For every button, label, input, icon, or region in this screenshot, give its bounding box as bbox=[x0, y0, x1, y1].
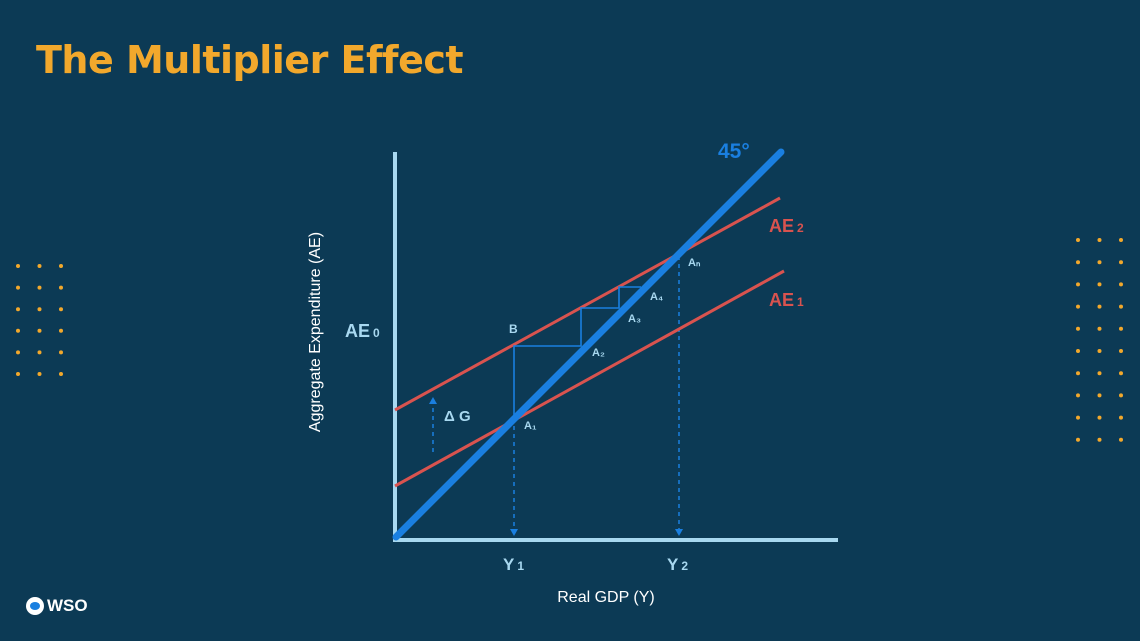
decorative-dot bbox=[1076, 304, 1080, 309]
decorative-dot bbox=[1097, 437, 1102, 442]
decorative-dot bbox=[37, 264, 42, 268]
decorative-dot bbox=[1076, 371, 1080, 376]
point-b-label: B bbox=[509, 322, 518, 336]
point-a4-label: A₄ bbox=[650, 291, 663, 303]
decorative-dot bbox=[16, 264, 20, 268]
decorative-dot bbox=[1119, 371, 1123, 376]
decorative-dot bbox=[1097, 326, 1102, 331]
decorative-dot bbox=[16, 350, 20, 355]
decorative-dot bbox=[1119, 304, 1123, 309]
decorative-dot bbox=[1119, 326, 1123, 331]
logo-text: WSO bbox=[47, 596, 88, 615]
decorative-dot bbox=[1076, 393, 1080, 398]
decorative-dot bbox=[1097, 238, 1102, 242]
decorative-dot bbox=[1097, 393, 1102, 398]
line-45-label: 45° bbox=[718, 140, 750, 163]
y1-arrowhead bbox=[510, 529, 518, 536]
ae2-line bbox=[394, 196, 781, 412]
delta-g-label: Δ G bbox=[444, 408, 471, 425]
decorative-dot bbox=[37, 350, 42, 355]
decorative-dot-grid-left bbox=[16, 264, 63, 376]
point-an-label: Aₙ bbox=[688, 257, 701, 269]
decorative-dot bbox=[1076, 238, 1080, 242]
ae1-line bbox=[394, 269, 785, 488]
decorative-dot bbox=[1076, 349, 1080, 353]
decorative-dot bbox=[1097, 415, 1102, 420]
decorative-dot bbox=[37, 328, 42, 333]
decorative-dot bbox=[59, 307, 63, 312]
decorative-dot bbox=[59, 350, 63, 355]
ae0-label: AE 0 bbox=[345, 321, 380, 341]
decorative-dot bbox=[59, 264, 63, 268]
decorative-dot bbox=[1097, 349, 1102, 353]
decorative-dot bbox=[37, 285, 42, 290]
decorative-dot bbox=[1119, 238, 1123, 242]
decorative-dot bbox=[1076, 415, 1080, 420]
point-a2-label: A₂ bbox=[592, 347, 605, 359]
point-a1-label: A₁ bbox=[524, 420, 537, 432]
decorative-dot bbox=[59, 372, 63, 376]
decorative-dot bbox=[1076, 260, 1080, 265]
decorative-dot bbox=[1119, 393, 1123, 398]
decorative-dot bbox=[1119, 349, 1123, 353]
decorative-dot bbox=[16, 285, 20, 290]
decorative-dot bbox=[1076, 282, 1080, 287]
decorative-dot-grid-right bbox=[1076, 238, 1123, 442]
multiplier-staircase bbox=[513, 286, 641, 416]
decorative-dot bbox=[1097, 260, 1102, 265]
decorative-dot bbox=[1119, 260, 1123, 265]
decorative-dot bbox=[1076, 326, 1080, 331]
x-axis-label: Real GDP (Y) bbox=[557, 589, 655, 606]
delta-g-arrowhead bbox=[429, 397, 437, 404]
decorative-dot bbox=[1119, 415, 1123, 420]
line-45-degree bbox=[392, 148, 785, 541]
decorative-dot bbox=[1097, 282, 1102, 287]
decorative-dot bbox=[59, 328, 63, 333]
decorative-dot bbox=[59, 285, 63, 290]
decorative-dot bbox=[1076, 437, 1080, 442]
decorative-dot bbox=[16, 307, 20, 312]
y-axis-label: Aggregate Expenditure (AE) bbox=[307, 232, 324, 432]
ae2-label: AE 2 bbox=[769, 216, 804, 236]
wso-logo: WSO bbox=[26, 596, 88, 616]
decorative-dot bbox=[16, 372, 20, 376]
decorative-dot bbox=[16, 328, 20, 333]
wso-globe-icon bbox=[26, 597, 44, 615]
point-a3-label: A₃ bbox=[628, 313, 641, 325]
decorative-dot bbox=[1097, 371, 1102, 376]
decorative-dot bbox=[1119, 437, 1123, 442]
ae1-label: AE 1 bbox=[769, 290, 804, 310]
page-title: The Multiplier Effect bbox=[36, 38, 464, 82]
y2-arrowhead bbox=[675, 529, 683, 536]
decorative-dot bbox=[37, 372, 42, 376]
decorative-dot bbox=[1119, 282, 1123, 287]
decorative-dot bbox=[37, 307, 42, 312]
decorative-dot bbox=[1097, 304, 1102, 309]
